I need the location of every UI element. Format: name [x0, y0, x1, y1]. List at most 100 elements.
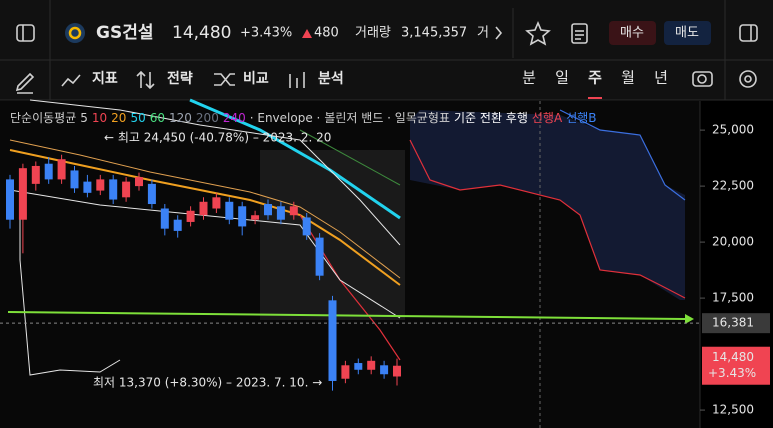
candle-body	[31, 165, 40, 184]
tool-label[interactable]: 비교	[243, 71, 269, 87]
camera-button[interactable]	[692, 71, 713, 87]
legend-item: 기준 전환 후행	[454, 110, 528, 125]
y-tick-label: 25,000	[712, 123, 754, 137]
ichimoku-cloud	[410, 110, 685, 300]
candle-body	[70, 170, 79, 189]
period-tab[interactable]: 주	[588, 69, 602, 87]
settings-button[interactable]	[739, 70, 757, 88]
candle-body	[96, 179, 105, 191]
candle-body	[109, 179, 118, 200]
current-label-box	[702, 313, 770, 334]
y-tick-label: 20,000	[712, 235, 754, 249]
note-button[interactable]	[571, 23, 588, 44]
legend-item: 선행B	[566, 110, 596, 125]
legend-item: 볼린저 밴드 · 일목균형표	[324, 111, 450, 125]
ma50-line	[189, 98, 401, 220]
ma60-line	[299, 129, 401, 186]
legend-item: 선행A	[532, 110, 563, 125]
cut-text: 거	[477, 26, 489, 41]
panel-button[interactable]	[739, 24, 758, 42]
candle-body	[328, 300, 337, 381]
legend-item: 120	[169, 111, 192, 125]
candle-body	[393, 365, 401, 377]
compare-icon[interactable]	[214, 73, 235, 86]
leading-span-b	[559, 109, 686, 201]
period-tab[interactable]: 월	[621, 69, 635, 87]
last-price-box	[702, 346, 770, 385]
current-label: 16,381	[712, 316, 754, 330]
candle-body	[289, 206, 298, 216]
legend-item: 5	[80, 111, 88, 125]
candle-body	[251, 215, 260, 220]
candle-body	[57, 159, 66, 180]
candle-body	[238, 206, 247, 227]
high-note: ← 최고 24,450 (-40.78%) – 2023. 2. 20	[104, 131, 331, 145]
trend-arrow	[685, 314, 694, 324]
legend-item: 10	[92, 111, 107, 125]
sell-button[interactable]	[664, 21, 711, 45]
candle-body	[6, 179, 14, 220]
candle-body	[276, 206, 285, 220]
price: 14,480	[172, 23, 231, 43]
candle-body	[135, 177, 143, 187]
band-line	[9, 99, 401, 376]
candle-body	[367, 360, 376, 370]
candle-body	[212, 197, 221, 209]
legend-item: 240	[223, 111, 246, 125]
buy-button[interactable]	[609, 21, 656, 45]
low-note: 최저 13,370 (+8.30%) – 2023. 7. 10. →	[93, 376, 322, 390]
candle-body	[147, 183, 156, 205]
candle-body	[315, 237, 324, 276]
candle-body	[341, 365, 350, 379]
ma20-line	[9, 149, 401, 286]
more-arrow[interactable]	[495, 26, 503, 40]
legend-item: 200	[196, 111, 219, 125]
y-tick-label: 17,500	[712, 291, 754, 305]
volume-label: 거래량	[355, 26, 391, 41]
indicator-icon[interactable]	[61, 74, 81, 87]
stock-name: GS건설	[96, 23, 153, 43]
candle-body	[173, 219, 182, 231]
y-tick-label: 12,500	[712, 403, 754, 417]
strategy-icon[interactable]	[136, 70, 155, 90]
period-tab[interactable]: 분	[522, 69, 536, 87]
analysis-icon[interactable]	[289, 72, 305, 88]
leading-span-a	[409, 139, 686, 299]
draw-button[interactable]	[15, 72, 35, 94]
top-bar	[0, 0, 773, 100]
sidebar-button[interactable]	[16, 24, 35, 42]
legend-item: 단순이동평균	[10, 111, 76, 125]
last-price: 14,480	[712, 350, 754, 364]
volume: 3,145,357	[401, 26, 467, 41]
legend-item: 20	[111, 111, 126, 125]
logo	[65, 23, 85, 43]
candle-body	[199, 201, 208, 216]
favorite-button[interactable]	[525, 20, 551, 46]
tool-label[interactable]: 전략	[167, 70, 193, 87]
period-tab[interactable]: 일	[555, 69, 569, 87]
candle-body	[122, 181, 131, 198]
legend: 단순이동평균 5 10 20 50 60 120 200 240 · Envelope · 볼린저 …	[10, 110, 597, 125]
candle-body	[18, 168, 27, 220]
trend-line	[7, 311, 686, 320]
envelope-line	[9, 139, 401, 279]
sell-label[interactable]: 매도	[675, 26, 699, 41]
tool-label[interactable]: 지표	[92, 71, 118, 87]
candle-body	[380, 365, 389, 375]
legend-item: · Envelope ·	[250, 111, 321, 125]
change-pct: +3.43%	[240, 26, 292, 41]
candle-body	[160, 208, 169, 229]
candle-body	[186, 210, 195, 222]
candle-body	[354, 363, 363, 370]
legend-item: 50	[130, 111, 145, 125]
buy-label[interactable]: 매수	[620, 26, 644, 41]
tool-label[interactable]: 분석	[318, 71, 344, 87]
y-tick-label: 22,500	[712, 179, 754, 193]
up-arrow	[302, 29, 312, 38]
period-tab[interactable]: 년	[654, 69, 668, 87]
last-change: +3.43%	[708, 366, 756, 380]
change: 480	[314, 26, 339, 41]
candle-body	[44, 163, 53, 180]
legend-item: 60	[150, 111, 165, 125]
